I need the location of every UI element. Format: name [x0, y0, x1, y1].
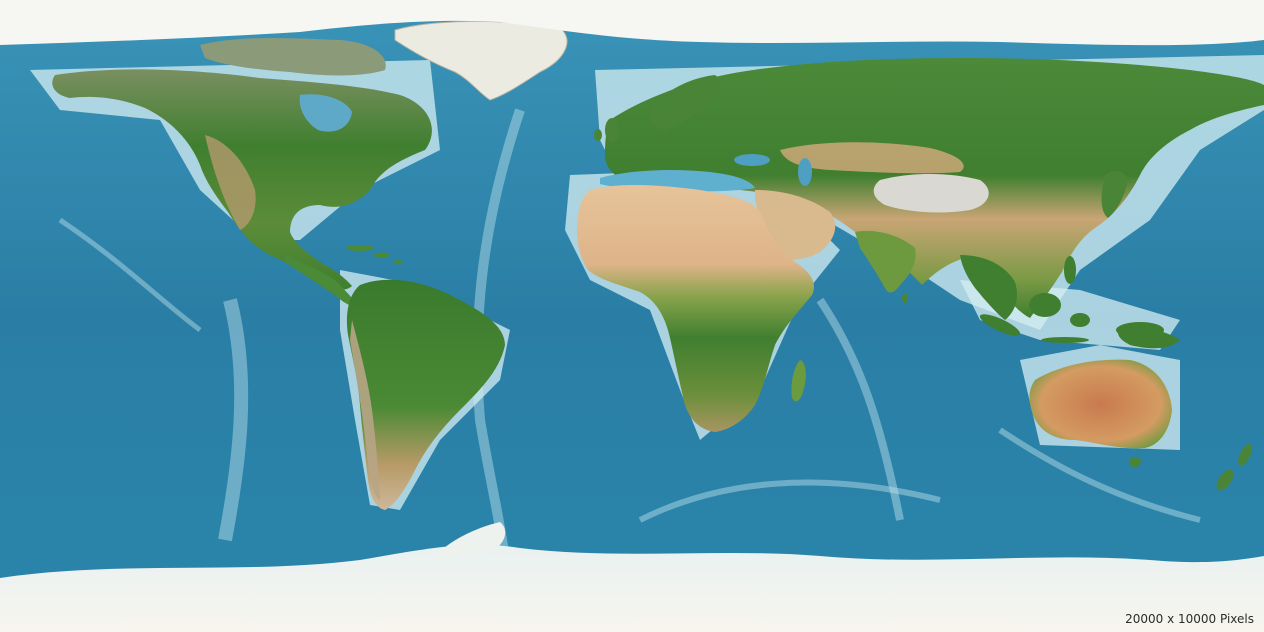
hudson-bay — [299, 94, 352, 132]
india — [855, 230, 916, 293]
japan — [1101, 170, 1128, 218]
arctic-ice — [0, 0, 1264, 46]
australia — [1029, 359, 1172, 449]
arctic-archipelago — [200, 37, 386, 76]
andes — [350, 320, 380, 500]
tasmania — [1129, 457, 1141, 467]
caspian-sea — [798, 158, 812, 186]
madagascar — [791, 360, 806, 402]
africa — [576, 185, 815, 432]
new-guinea — [1118, 327, 1180, 349]
tibetan-plateau — [873, 174, 989, 213]
central-asia-desert — [780, 142, 964, 174]
new-zealand — [1216, 443, 1252, 491]
south-america — [346, 279, 505, 510]
antarctic-peninsula — [430, 522, 506, 560]
antarctica — [0, 544, 1264, 632]
caribbean-islands — [346, 245, 403, 264]
southeast-asia — [960, 255, 1017, 320]
rocky-mountains — [205, 135, 256, 230]
black-sea — [734, 154, 770, 166]
british-isles — [594, 118, 619, 142]
resolution-caption: 20000 x 10000 Pixels — [1125, 612, 1254, 626]
sri-lanka — [902, 293, 908, 303]
scandinavia — [649, 75, 721, 130]
central-america — [285, 255, 358, 306]
